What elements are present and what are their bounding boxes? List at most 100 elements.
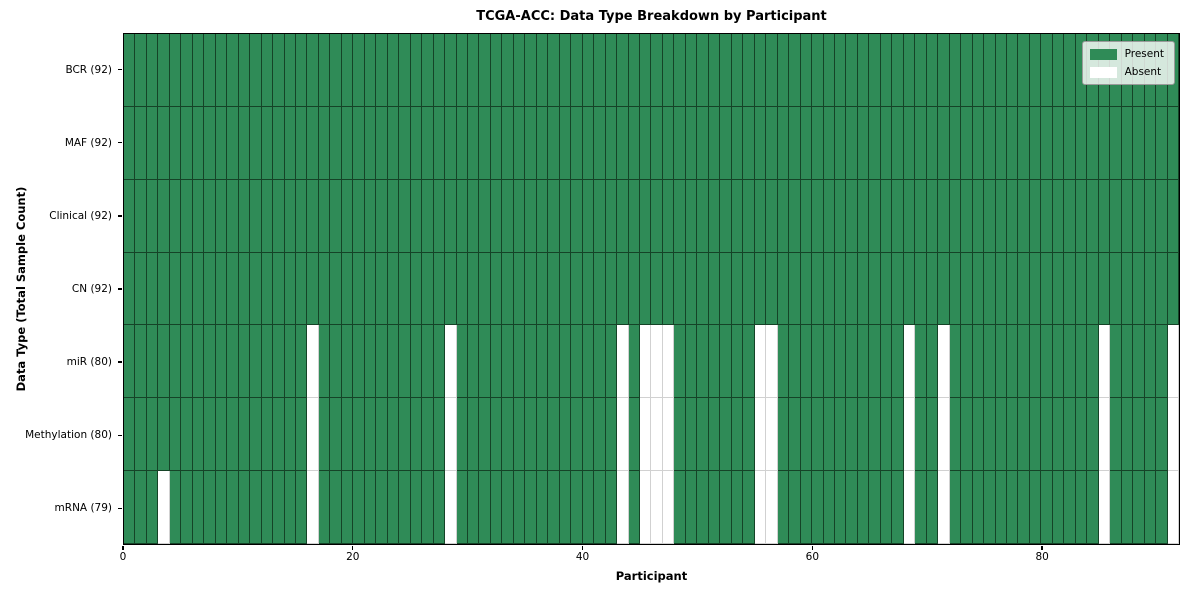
- cell-mRNA-p1: [135, 471, 147, 544]
- cell-mRNA-p39: [571, 471, 583, 544]
- cell-mRNA-p16: [307, 471, 319, 544]
- cell-miR-p50: [697, 325, 709, 399]
- cell-mRNA-p42: [605, 471, 618, 544]
- cell-CN-p15: [296, 252, 308, 326]
- cell-Clinical-p90: [1156, 179, 1168, 253]
- legend-swatch-present-icon: [1089, 48, 1117, 60]
- cell-Clinical-p50: [697, 179, 709, 253]
- cell-mRNA-p55: [754, 471, 767, 544]
- cell-Methylation-p63: [846, 398, 858, 472]
- cell-mRNA-p51: [708, 471, 721, 544]
- cell-Clinical-p91: [1167, 179, 1179, 253]
- cell-CN-p5: [181, 252, 193, 326]
- cell-Methylation-p28: [445, 398, 457, 472]
- cell-CN-p82: [1064, 252, 1076, 326]
- cell-MAF-p65: [869, 106, 881, 180]
- cell-mRNA-p73: [961, 471, 973, 544]
- cell-miR-p38: [559, 325, 572, 399]
- cell-Methylation-p30: [468, 398, 480, 472]
- cell-mRNA-p14: [284, 471, 296, 544]
- cell-Clinical-p38: [559, 179, 572, 253]
- cell-mRNA-p62: [834, 471, 847, 544]
- x-tick-mark: [1041, 545, 1043, 550]
- cell-Clinical-p78: [1018, 179, 1030, 253]
- cell-CN-p55: [754, 252, 767, 326]
- cell-Clinical-p26: [422, 179, 434, 253]
- cell-CN-p32: [490, 252, 503, 326]
- cell-MAF-p42: [605, 106, 618, 180]
- cell-Clinical-p49: [685, 179, 698, 253]
- cell-MAF-p69: [915, 106, 927, 180]
- cell-Clinical-p61: [823, 179, 835, 253]
- cell-BCR-p80: [1041, 34, 1053, 107]
- cell-Clinical-p48: [674, 179, 686, 253]
- cell-CN-p77: [1006, 252, 1019, 326]
- cell-BCR-p76: [995, 34, 1007, 107]
- cell-CN-p35: [525, 252, 537, 326]
- cell-BCR-p46: [651, 34, 663, 107]
- cell-mRNA-p7: [204, 471, 216, 544]
- cell-CN-p39: [571, 252, 583, 326]
- cell-BCR-p4: [169, 34, 182, 107]
- cell-MAF-p43: [617, 106, 629, 180]
- cell-mRNA-p22: [376, 471, 388, 544]
- cell-Methylation-p55: [754, 398, 767, 472]
- cell-Methylation-p74: [972, 398, 985, 472]
- cell-CN-p23: [387, 252, 400, 326]
- cell-MAF-p30: [468, 106, 480, 180]
- cell-MAF-p40: [582, 106, 595, 180]
- cell-CN-p27: [433, 252, 446, 326]
- cell-Methylation-p87: [1121, 398, 1134, 472]
- cell-BCR-p24: [399, 34, 411, 107]
- cell-MAF-p70: [926, 106, 939, 180]
- cell-MAF-p9: [227, 106, 239, 180]
- cell-Methylation-p77: [1006, 398, 1019, 472]
- cell-Clinical-p24: [399, 179, 411, 253]
- cell-Methylation-p5: [181, 398, 193, 472]
- cell-mRNA-p70: [926, 471, 939, 544]
- cell-CN-p3: [158, 252, 170, 326]
- cell-MAF-p26: [422, 106, 434, 180]
- cell-mRNA-p4: [169, 471, 182, 544]
- cell-MAF-p16: [307, 106, 319, 180]
- cell-Methylation-p56: [766, 398, 778, 472]
- cell-Methylation-p42: [605, 398, 618, 472]
- cell-miR-p89: [1144, 325, 1157, 399]
- cell-miR-p80: [1041, 325, 1053, 399]
- cell-CN-p70: [926, 252, 939, 326]
- cell-miR-p24: [399, 325, 411, 399]
- cell-miR-p56: [766, 325, 778, 399]
- cell-Clinical-p64: [857, 179, 870, 253]
- cell-mRNA-p12: [261, 471, 274, 544]
- cell-BCR-p22: [376, 34, 388, 107]
- cell-Methylation-p70: [926, 398, 939, 472]
- cell-mRNA-p27: [433, 471, 446, 544]
- cell-miR-p66: [880, 325, 893, 399]
- cell-Methylation-p73: [961, 398, 973, 472]
- cell-MAF-p78: [1018, 106, 1030, 180]
- cell-miR-p73: [961, 325, 973, 399]
- cell-BCR-p42: [605, 34, 618, 107]
- cell-miR-p13: [273, 325, 285, 399]
- cell-miR-p1: [135, 325, 147, 399]
- cell-Methylation-p34: [513, 398, 526, 472]
- cell-BCR-p47: [662, 34, 675, 107]
- cell-MAF-p91: [1167, 106, 1179, 180]
- cell-miR-p2: [146, 325, 159, 399]
- cell-Methylation-p1: [135, 398, 147, 472]
- cell-CN-p59: [800, 252, 813, 326]
- cell-CN-p1: [135, 252, 147, 326]
- cell-MAF-p37: [548, 106, 560, 180]
- cell-CN-p43: [617, 252, 629, 326]
- cell-CN-p51: [708, 252, 721, 326]
- cell-Methylation-p45: [640, 398, 652, 472]
- cell-Methylation-p90: [1156, 398, 1168, 472]
- cell-Methylation-p44: [628, 398, 641, 472]
- cell-mRNA-p57: [777, 471, 790, 544]
- cell-MAF-p45: [640, 106, 652, 180]
- cell-CN-p73: [961, 252, 973, 326]
- cell-CN-p67: [892, 252, 904, 326]
- legend-label-present: Present: [1124, 48, 1164, 60]
- cell-mRNA-p76: [995, 471, 1007, 544]
- cell-mRNA-p85: [1098, 471, 1111, 544]
